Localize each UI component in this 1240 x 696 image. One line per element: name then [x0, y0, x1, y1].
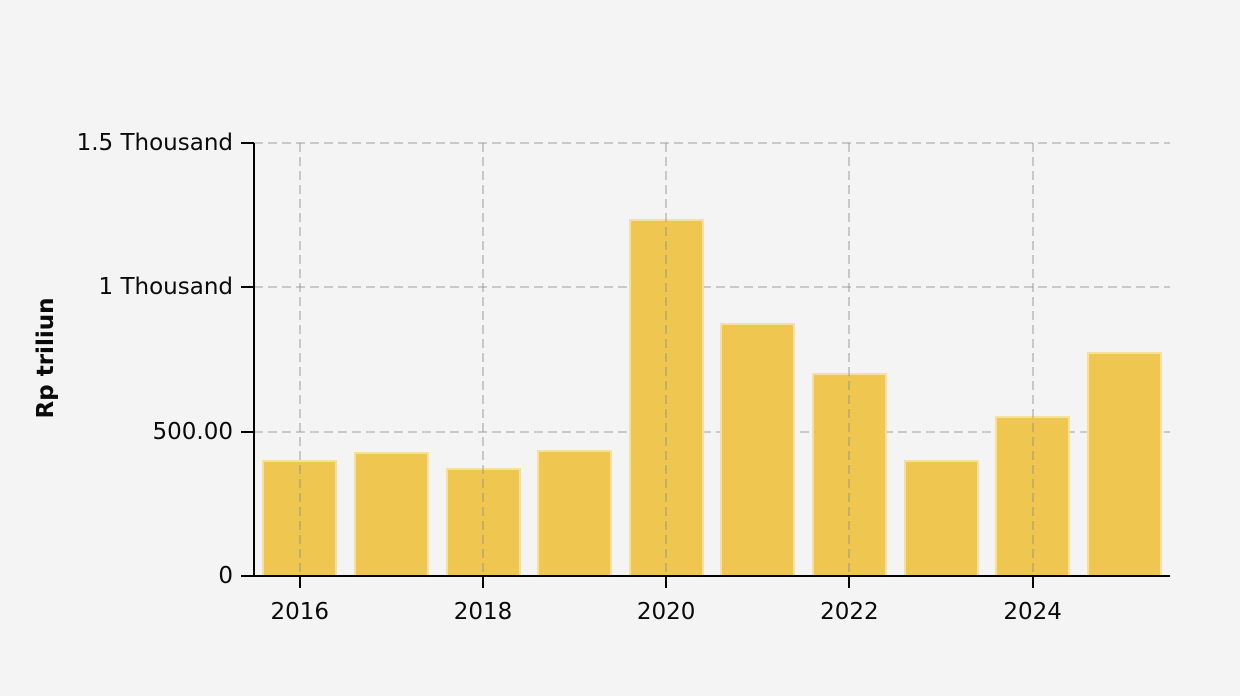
y-tick-1500 — [241, 142, 254, 144]
x-tick-2022 — [848, 577, 851, 588]
bar-2024[interactable] — [995, 415, 1071, 576]
bar-2017[interactable] — [353, 451, 429, 576]
x-tick-2016 — [298, 577, 301, 588]
bar-2022[interactable] — [811, 373, 887, 576]
bar-2023[interactable] — [903, 459, 979, 576]
y-axis-line — [253, 143, 255, 577]
v-gridline-2022 — [848, 143, 851, 576]
bar-2020[interactable] — [628, 219, 704, 576]
bar-2021[interactable] — [720, 323, 796, 576]
y-tick-label-500: 500.00 — [152, 418, 233, 445]
x-tick-label-2022: 2022 — [820, 599, 879, 625]
x-tick-2018 — [482, 577, 484, 588]
x-tick-label-2016: 2016 — [270, 599, 330, 625]
y-tick-label-1000: 1 Thousand — [98, 274, 233, 301]
y-tick-500 — [241, 430, 254, 433]
bar-2019[interactable] — [537, 449, 613, 576]
v-gridline-2018 — [482, 143, 484, 576]
h-gridline-500 — [254, 430, 1170, 433]
plot-area — [254, 142, 1170, 576]
x-tick-label-2018: 2018 — [453, 599, 513, 625]
h-gridline-1500 — [254, 142, 1170, 144]
y-tick-label-0: 0 — [218, 563, 233, 589]
v-gridline-2016 — [298, 143, 301, 576]
y-tick-0 — [241, 575, 254, 577]
v-gridline-2020 — [665, 143, 668, 576]
x-tick-label-2020: 2020 — [636, 599, 696, 625]
x-tick-label-2024: 2024 — [1003, 599, 1062, 625]
x-axis-line — [241, 575, 1170, 577]
h-gridline-1000 — [254, 286, 1170, 289]
x-tick-2020 — [665, 577, 668, 588]
bar-2025[interactable] — [1086, 352, 1162, 576]
y-tick-label-1500: 1.5 Thousand — [76, 130, 233, 156]
bar-2018[interactable] — [445, 468, 521, 576]
y-tick-1000 — [241, 286, 254, 289]
y-axis-title: Rp triliun — [33, 297, 59, 419]
bar-2016[interactable] — [262, 459, 338, 576]
x-tick-2024 — [1031, 577, 1034, 588]
v-gridline-2024 — [1031, 143, 1034, 576]
